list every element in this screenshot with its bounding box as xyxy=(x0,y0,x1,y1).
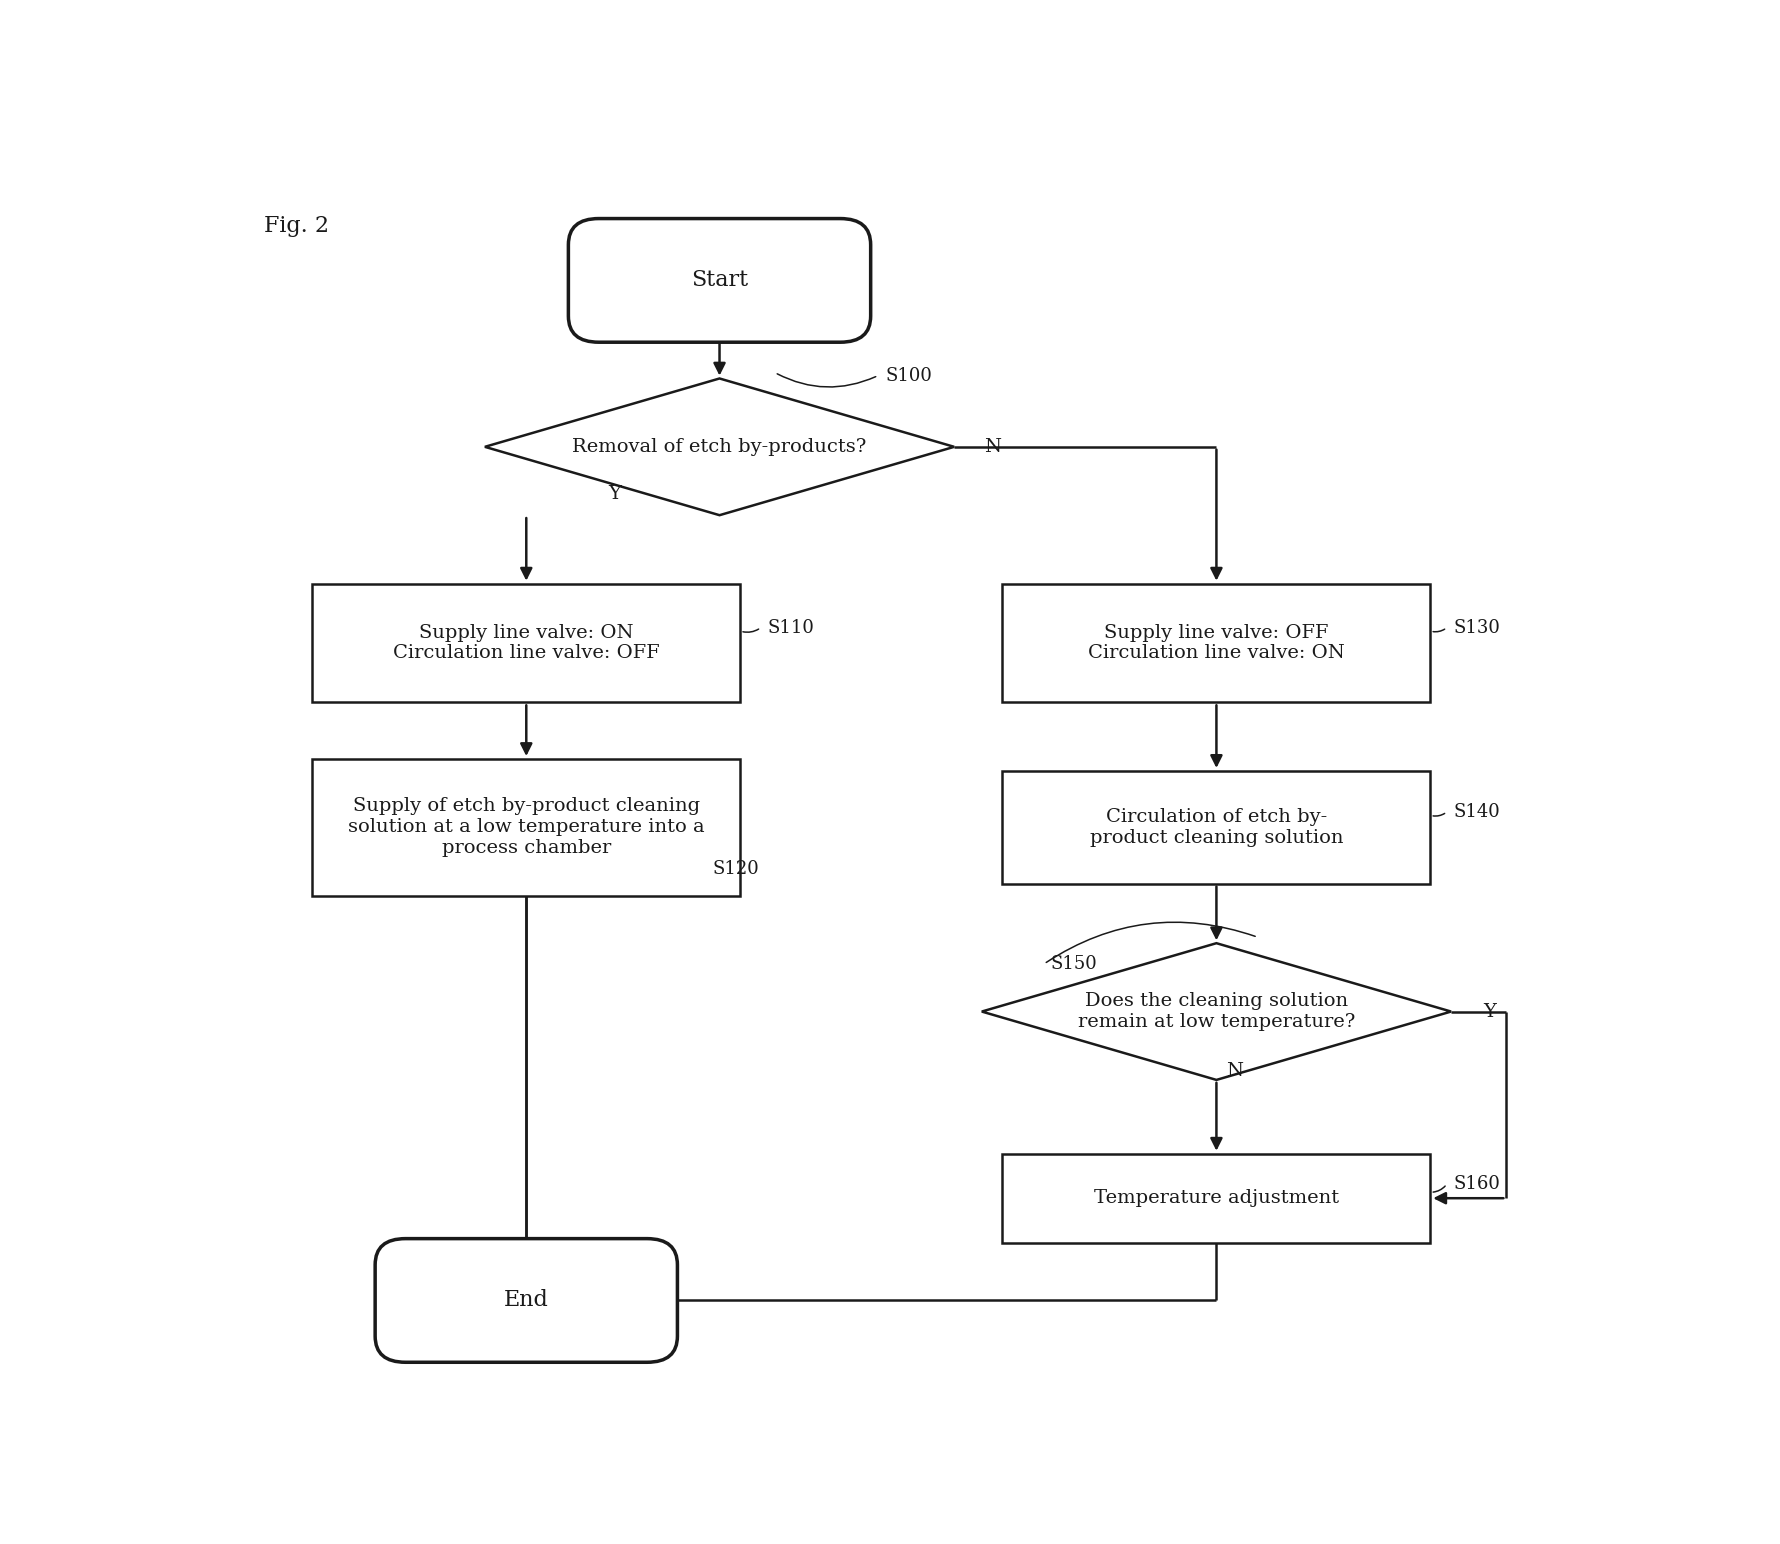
Text: Supply line valve: OFF
Circulation line valve: ON: Supply line valve: OFF Circulation line … xyxy=(1088,624,1344,662)
FancyBboxPatch shape xyxy=(376,1238,676,1362)
Text: Does the cleaning solution
remain at low temperature?: Does the cleaning solution remain at low… xyxy=(1077,993,1355,1031)
Text: Fig. 2: Fig. 2 xyxy=(263,215,329,236)
Text: S150: S150 xyxy=(1050,956,1096,973)
Polygon shape xyxy=(981,943,1451,1079)
Bar xyxy=(1002,584,1429,703)
Text: S100: S100 xyxy=(885,366,931,384)
Bar xyxy=(1002,1153,1429,1243)
Text: S160: S160 xyxy=(1452,1175,1501,1194)
Bar xyxy=(312,760,740,896)
Text: End: End xyxy=(504,1289,548,1311)
Text: Removal of etch by-products?: Removal of etch by-products? xyxy=(571,438,867,455)
Text: N: N xyxy=(1225,1062,1242,1079)
Text: Supply of etch by-product cleaning
solution at a low temperature into a
process : Supply of etch by-product cleaning solut… xyxy=(347,797,705,857)
Text: Supply line valve: ON
Circulation line valve: OFF: Supply line valve: ON Circulation line v… xyxy=(393,624,659,662)
Text: S140: S140 xyxy=(1452,803,1501,821)
Text: S120: S120 xyxy=(712,860,758,879)
Text: Y: Y xyxy=(1483,1002,1495,1021)
Bar xyxy=(312,584,740,703)
Text: Temperature adjustment: Temperature adjustment xyxy=(1093,1189,1339,1207)
Text: Start: Start xyxy=(691,269,748,292)
Text: N: N xyxy=(984,438,1000,455)
Polygon shape xyxy=(484,378,954,516)
Text: S110: S110 xyxy=(767,619,813,636)
FancyBboxPatch shape xyxy=(568,219,870,343)
Text: Y: Y xyxy=(607,485,621,503)
Text: Circulation of etch by-
product cleaning solution: Circulation of etch by- product cleaning… xyxy=(1089,808,1342,846)
Text: S130: S130 xyxy=(1452,619,1501,636)
Bar xyxy=(1002,770,1429,883)
